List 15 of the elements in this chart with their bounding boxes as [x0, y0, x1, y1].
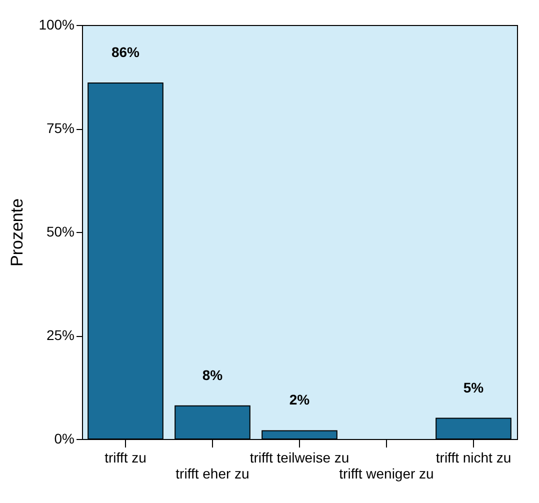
x-tick-label: trifft eher zu [176, 466, 250, 482]
data-label: 2% [289, 392, 310, 408]
x-tick-label: trifft zu [104, 450, 146, 466]
x-tick-label: trifft teilweise zu [250, 450, 350, 466]
data-label: 5% [463, 379, 484, 396]
y-tick-label: 25% [46, 327, 74, 343]
data-label: 86% [111, 44, 140, 60]
y-tick-label: 50% [46, 224, 74, 240]
x-tick-label: trifft nicht zu [436, 450, 512, 466]
x-tick-label: trifft weniger zu [339, 466, 434, 482]
y-tick-label: 100% [38, 16, 74, 32]
y-tick-label: 0% [54, 430, 74, 446]
data-label: 8% [202, 366, 224, 383]
y-axis-title: Prozente [8, 198, 27, 267]
y-tick-label: 75% [46, 120, 74, 136]
